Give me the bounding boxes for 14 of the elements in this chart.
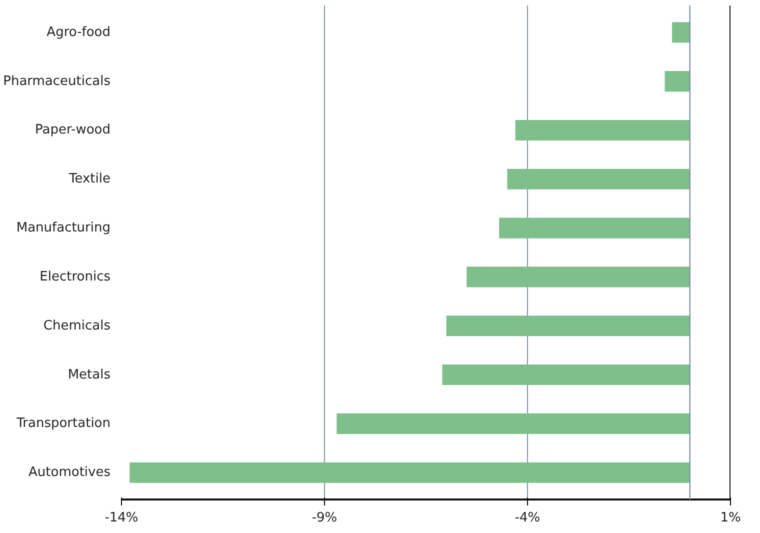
y-tick-label: Agro-food xyxy=(46,24,110,40)
x-tick-label: 1% xyxy=(720,510,741,526)
y-tick-label: Chemicals xyxy=(43,318,111,334)
y-tick-label: Transportation xyxy=(16,416,111,432)
y-tick-label: Pharmaceuticals xyxy=(3,74,111,89)
y-tick-label: Electronics xyxy=(40,269,111,284)
x-tick-label: -9% xyxy=(312,510,338,526)
x-tick-label: -14% xyxy=(104,510,138,526)
y-tick-label: Metals xyxy=(68,367,111,382)
y-tick-label: Manufacturing xyxy=(16,220,111,236)
y-tick-label: Textile xyxy=(68,172,110,187)
y-tick-label: Paper-wood xyxy=(35,122,110,138)
y-tick-label: Automotives xyxy=(28,465,111,480)
x-tick-label: -4% xyxy=(514,510,540,526)
